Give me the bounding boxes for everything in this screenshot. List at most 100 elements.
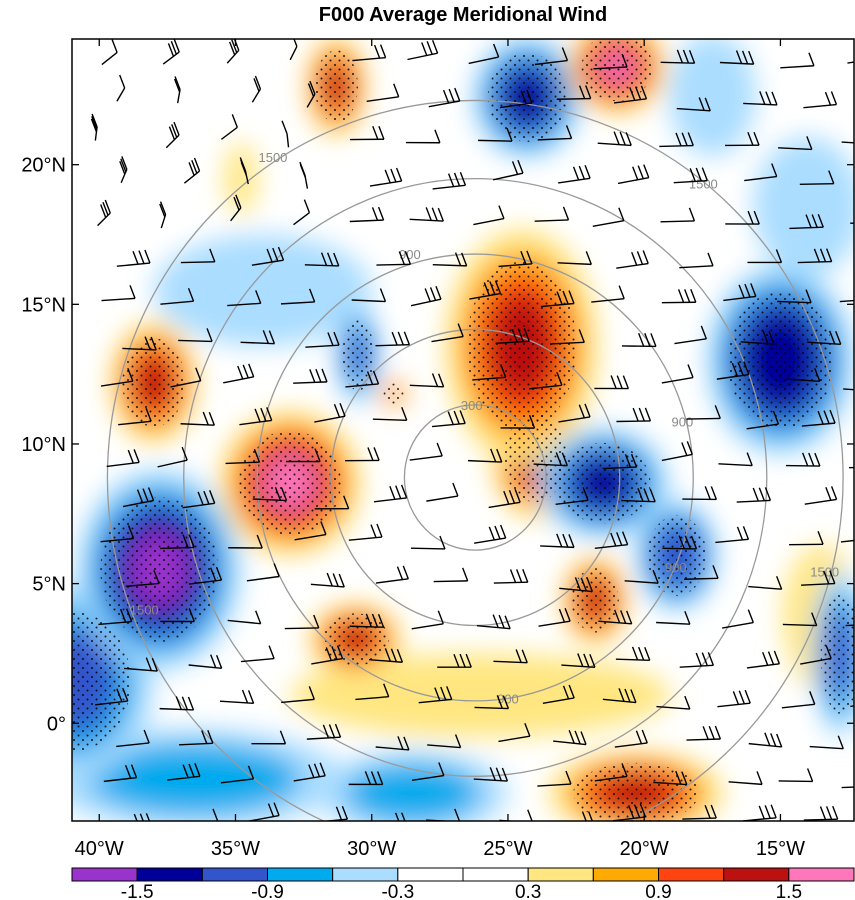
barb-flag [825, 806, 833, 820]
barb-flag [765, 91, 772, 105]
wind-barb [785, 452, 821, 467]
stipple-region [383, 383, 404, 404]
wind-barb [118, 408, 152, 426]
y-axis: 0° 5°N 10°N 15°N 20°N [21, 155, 854, 735]
barb-flag [632, 407, 639, 422]
wind-barb [602, 453, 638, 470]
barb-flag [572, 166, 580, 181]
barb-flag [643, 164, 650, 178]
barb-flag [578, 85, 586, 99]
wind-barb [789, 531, 824, 546]
wind-barb [251, 246, 285, 266]
barb-shaft [558, 416, 591, 423]
wind-barb [801, 409, 836, 427]
barb-flag [652, 569, 659, 584]
barb-flag [641, 729, 648, 744]
wind-barb [537, 770, 572, 787]
wind-barbs [90, 39, 854, 828]
barb-flag [581, 811, 587, 821]
barb-flag [235, 194, 242, 209]
stipple-region [466, 261, 577, 431]
barb-flag [684, 610, 691, 625]
barb-flag [247, 765, 255, 780]
wind-barb [673, 167, 708, 184]
wind-barb [227, 290, 262, 307]
wind-barb [659, 132, 694, 148]
barb-flag [758, 805, 765, 820]
wind-barb [743, 91, 778, 106]
y-tick-label: 20°N [21, 155, 66, 177]
barb-shaft [616, 262, 649, 269]
wind-barb [160, 287, 195, 305]
barb-flag [828, 170, 835, 184]
barb-flag [336, 645, 344, 659]
barb-flag [618, 207, 625, 221]
barb-flag [400, 484, 408, 499]
barb-shaft [314, 415, 346, 423]
barb-flag [325, 647, 332, 661]
barb-flag [524, 722, 531, 737]
field-level [785, 177, 831, 236]
barb-flag [333, 331, 340, 346]
barb-flag [589, 654, 596, 668]
wind-barb [159, 696, 195, 711]
wind-barb [500, 414, 536, 429]
barb-shaft [306, 736, 341, 740]
barb-flag [701, 652, 708, 666]
barb-flag [830, 91, 838, 105]
barb-flag [371, 207, 379, 221]
barb-flag [630, 453, 638, 468]
wind-barb [615, 646, 651, 661]
barb-flag [690, 535, 698, 550]
barb-flag [767, 651, 775, 665]
barb-shaft [778, 780, 813, 783]
barb-flag [127, 367, 134, 382]
barb-flag [403, 736, 410, 751]
barb-flag [509, 569, 517, 583]
wind-barb [801, 570, 836, 586]
barb-flag [561, 452, 568, 466]
wind-barb [348, 523, 383, 541]
wind-barb [558, 165, 591, 184]
wind-barb [839, 299, 854, 303]
wind-barb [173, 76, 181, 104]
barb-shaft [841, 141, 854, 144]
barb-shaft [558, 177, 591, 184]
wind-barb [305, 331, 340, 348]
barb-flag [825, 486, 832, 501]
barb-flag [208, 411, 215, 426]
wind-barb [528, 372, 563, 390]
barb-shaft [311, 657, 343, 665]
wind-barb [418, 686, 453, 704]
barb-flag [632, 166, 639, 180]
barb-flag [446, 686, 453, 700]
wind-barb [366, 83, 400, 103]
barb-shaft [591, 297, 625, 303]
barb-shaft [286, 133, 290, 148]
barb-flag [378, 125, 385, 140]
field-level [694, 69, 731, 121]
barb-shaft [540, 545, 574, 549]
barb-shaft [778, 147, 812, 151]
barb-flag [556, 291, 563, 305]
barb-shaft [118, 826, 152, 828]
barb-flag [710, 486, 718, 500]
barb-flag [111, 39, 118, 53]
wind-barb [498, 722, 531, 743]
barb-flag [308, 686, 315, 700]
barb-flag [206, 328, 213, 342]
barb-flag [684, 289, 691, 303]
barb-shaft [743, 102, 778, 106]
wind-barb [352, 44, 387, 62]
wind-barb [280, 288, 316, 305]
barb-flag [454, 87, 461, 102]
barb-flag [743, 361, 750, 375]
barb-flag [582, 487, 589, 501]
wind-barb [219, 689, 255, 705]
barb-shaft [598, 620, 632, 625]
wind-barb [679, 652, 715, 668]
barb-flag [768, 330, 775, 345]
stipple-region [647, 515, 707, 596]
barb-shaft [368, 658, 403, 663]
barb-flag [624, 688, 631, 703]
